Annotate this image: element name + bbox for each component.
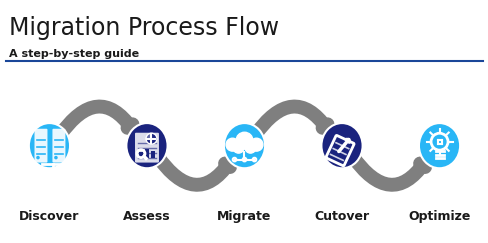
Text: Assess: Assess	[123, 210, 170, 223]
Circle shape	[146, 133, 157, 144]
Circle shape	[36, 156, 40, 159]
Text: A step-by-step guide: A step-by-step guide	[9, 49, 139, 60]
Ellipse shape	[224, 123, 264, 168]
Ellipse shape	[126, 123, 167, 168]
Wedge shape	[146, 133, 151, 139]
Ellipse shape	[418, 123, 459, 168]
Circle shape	[236, 132, 252, 149]
Text: Discover: Discover	[19, 210, 80, 223]
Text: Migration Process Flow: Migration Process Flow	[9, 16, 278, 40]
Circle shape	[54, 156, 58, 159]
Circle shape	[225, 138, 239, 151]
Text: Migrate: Migrate	[217, 210, 271, 223]
Circle shape	[50, 169, 55, 174]
Bar	[150, 151, 154, 158]
Bar	[144, 149, 148, 158]
FancyBboxPatch shape	[35, 129, 47, 163]
Text: Cutover: Cutover	[314, 210, 369, 223]
Circle shape	[233, 142, 244, 153]
Circle shape	[249, 138, 263, 151]
Text: Optimize: Optimize	[407, 210, 470, 223]
FancyBboxPatch shape	[135, 133, 159, 163]
Bar	[139, 152, 142, 158]
Circle shape	[244, 142, 255, 153]
Ellipse shape	[321, 123, 362, 168]
Ellipse shape	[29, 123, 70, 168]
FancyBboxPatch shape	[52, 129, 65, 163]
